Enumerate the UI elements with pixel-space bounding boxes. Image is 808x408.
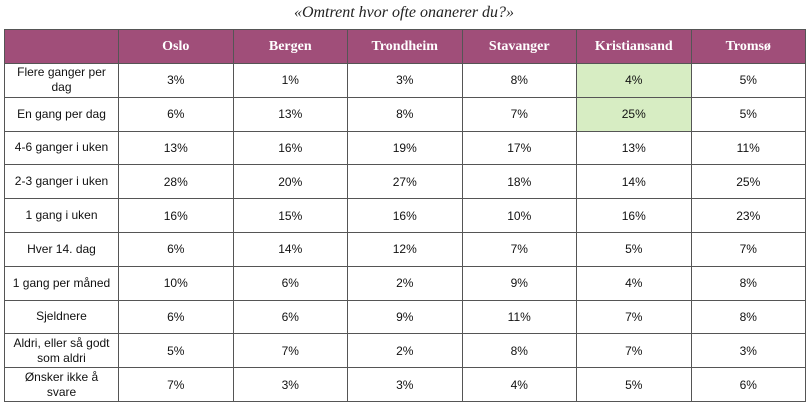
table-row: Flere ganger per dag 3% 1% 3% 8% 4% 5% bbox=[4, 63, 806, 98]
table-cell: 4% bbox=[576, 63, 692, 98]
table-cell: 2% bbox=[347, 333, 463, 369]
header-corner-cell bbox=[4, 29, 119, 64]
table-title: «Omtrent hvor ofte onanerer du?» bbox=[293, 4, 515, 21]
row-label: Sjeldnere bbox=[4, 299, 119, 335]
row-label: 2-3 ganger i uken bbox=[4, 164, 119, 200]
table-cell: 3% bbox=[232, 367, 348, 402]
table-cell: 7% bbox=[461, 231, 577, 267]
table-row: Hver 14. dag 6% 14% 12% 7% 5% 7% bbox=[4, 231, 806, 267]
table-cell: 6% bbox=[232, 299, 348, 335]
table-cell: 5% bbox=[690, 96, 806, 132]
table-cell: 8% bbox=[690, 299, 806, 335]
table-row: 2-3 ganger i uken 28% 20% 27% 18% 14% 25% bbox=[4, 164, 806, 200]
table-cell: 6% bbox=[118, 231, 234, 267]
table-cell: 7% bbox=[232, 333, 348, 369]
column-header-bergen: Bergen bbox=[232, 29, 348, 64]
row-label: En gang per dag bbox=[4, 96, 119, 132]
table-cell: 8% bbox=[347, 96, 463, 132]
table-cell: 3% bbox=[347, 367, 463, 402]
table-cell: 17% bbox=[461, 130, 577, 166]
table-cell: 28% bbox=[118, 164, 234, 200]
table-cell: 7% bbox=[576, 299, 692, 335]
table-cell: 14% bbox=[232, 231, 348, 267]
table-cell: 14% bbox=[576, 164, 692, 200]
table-row: En gang per dag 6% 13% 8% 7% 25% 5% bbox=[4, 96, 806, 132]
header-row: Oslo Bergen Trondheim Stavanger Kristiansand… bbox=[4, 29, 806, 64]
table-cell: 1% bbox=[232, 63, 348, 98]
table-cell: 5% bbox=[576, 367, 692, 402]
table-cell: 18% bbox=[461, 164, 577, 200]
table-cell: 13% bbox=[576, 130, 692, 166]
table-cell: 8% bbox=[461, 63, 577, 98]
table-cell: 23% bbox=[690, 198, 806, 233]
table-cell: 16% bbox=[118, 198, 234, 233]
table-cell: 9% bbox=[347, 299, 463, 335]
row-label: 4-6 ganger i uken bbox=[4, 130, 119, 166]
table-cell: 5% bbox=[118, 333, 234, 369]
table-cell: 11% bbox=[690, 130, 806, 166]
table-cell: 27% bbox=[347, 164, 463, 200]
row-label: 1 gang per måned bbox=[4, 265, 119, 301]
table-row: 1 gang i uken 16% 15% 16% 10% 16% 23% bbox=[4, 198, 806, 233]
table-cell: 19% bbox=[347, 130, 463, 166]
table-cell: 6% bbox=[690, 367, 806, 402]
row-label: Aldri, eller så godt som aldri bbox=[4, 333, 119, 369]
table-cell: 6% bbox=[232, 265, 348, 301]
table-cell: 7% bbox=[576, 333, 692, 369]
column-header-tromsø: Tromsø bbox=[690, 29, 806, 64]
table-row: 1 gang per måned 10% 6% 2% 9% 4% 8% bbox=[4, 265, 806, 301]
table-row: Aldri, eller så godt som aldri 5% 7% 2% 8% 7%… bbox=[4, 333, 806, 369]
table-cell: 5% bbox=[690, 63, 806, 98]
data-table: Oslo Bergen Trondheim Stavanger Kristiansand… bbox=[4, 29, 806, 402]
table-row: Sjeldnere 6% 6% 9% 11% 7% 8% bbox=[4, 299, 806, 335]
table-body: Flere ganger per dag 3% 1% 3% 8% 4% 5% En gang … bbox=[4, 63, 806, 402]
table-cell: 8% bbox=[461, 333, 577, 369]
table-cell: 11% bbox=[461, 299, 577, 335]
table-cell: 20% bbox=[232, 164, 348, 200]
table-cell: 5% bbox=[576, 231, 692, 267]
table-cell: 16% bbox=[576, 198, 692, 233]
table-cell: 2% bbox=[347, 265, 463, 301]
table-cell: 8% bbox=[690, 265, 806, 301]
row-label: 1 gang i uken bbox=[4, 198, 119, 233]
table-cell: 7% bbox=[461, 96, 577, 132]
table-cell: 3% bbox=[690, 333, 806, 369]
table-cell: 4% bbox=[576, 265, 692, 301]
table-cell: 15% bbox=[232, 198, 348, 233]
table-cell: 7% bbox=[690, 231, 806, 267]
table-header: Oslo Bergen Trondheim Stavanger Kristiansand… bbox=[4, 29, 806, 64]
table-row: 4-6 ganger i uken 13% 16% 19% 17% 13% 11% bbox=[4, 130, 806, 166]
column-header-kristiansand: Kristiansand bbox=[576, 29, 692, 64]
table-row: Ønsker ikke å svare 7% 3% 3% 4% 5% 6% bbox=[4, 367, 806, 402]
table-cell: 4% bbox=[461, 367, 577, 402]
column-header-stavanger: Stavanger bbox=[461, 29, 577, 64]
table-cell: 13% bbox=[232, 96, 348, 132]
table-cell: 3% bbox=[347, 63, 463, 98]
table-cell: 3% bbox=[118, 63, 234, 98]
table-cell: 16% bbox=[347, 198, 463, 233]
table-cell: 6% bbox=[118, 96, 234, 132]
table-cell: 13% bbox=[118, 130, 234, 166]
table-cell: 25% bbox=[576, 96, 692, 132]
table-cell: 10% bbox=[118, 265, 234, 301]
table-cell: 10% bbox=[461, 198, 577, 233]
table-cell: 6% bbox=[118, 299, 234, 335]
table-cell: 25% bbox=[690, 164, 806, 200]
table-cell: 9% bbox=[461, 265, 577, 301]
table-cell: 16% bbox=[232, 130, 348, 166]
table-cell: 7% bbox=[118, 367, 234, 402]
row-label: Hver 14. dag bbox=[4, 231, 119, 267]
column-header-trondheim: Trondheim bbox=[347, 29, 463, 64]
column-header-oslo: Oslo bbox=[118, 29, 234, 64]
row-label: Ønsker ikke å svare bbox=[4, 367, 119, 402]
table-cell: 12% bbox=[347, 231, 463, 267]
row-label: Flere ganger per dag bbox=[4, 63, 119, 98]
